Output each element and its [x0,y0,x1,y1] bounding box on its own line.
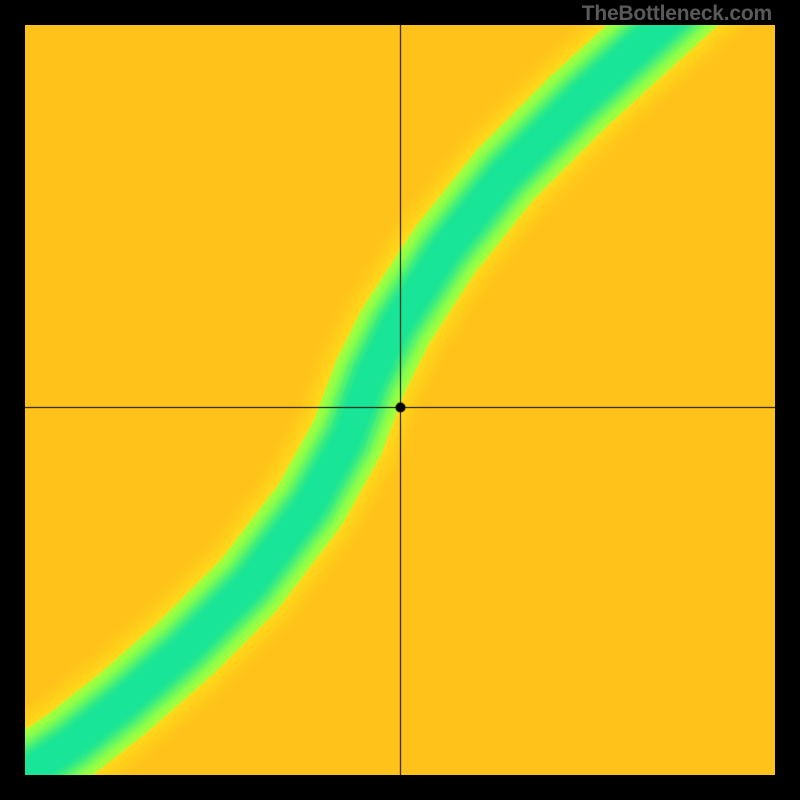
heatmap-canvas [25,25,775,775]
watermark-text: TheBottleneck.com [582,2,772,26]
chart-frame: { "watermark": { "text": "TheBottleneck.… [0,0,800,800]
plot-area [25,25,775,775]
